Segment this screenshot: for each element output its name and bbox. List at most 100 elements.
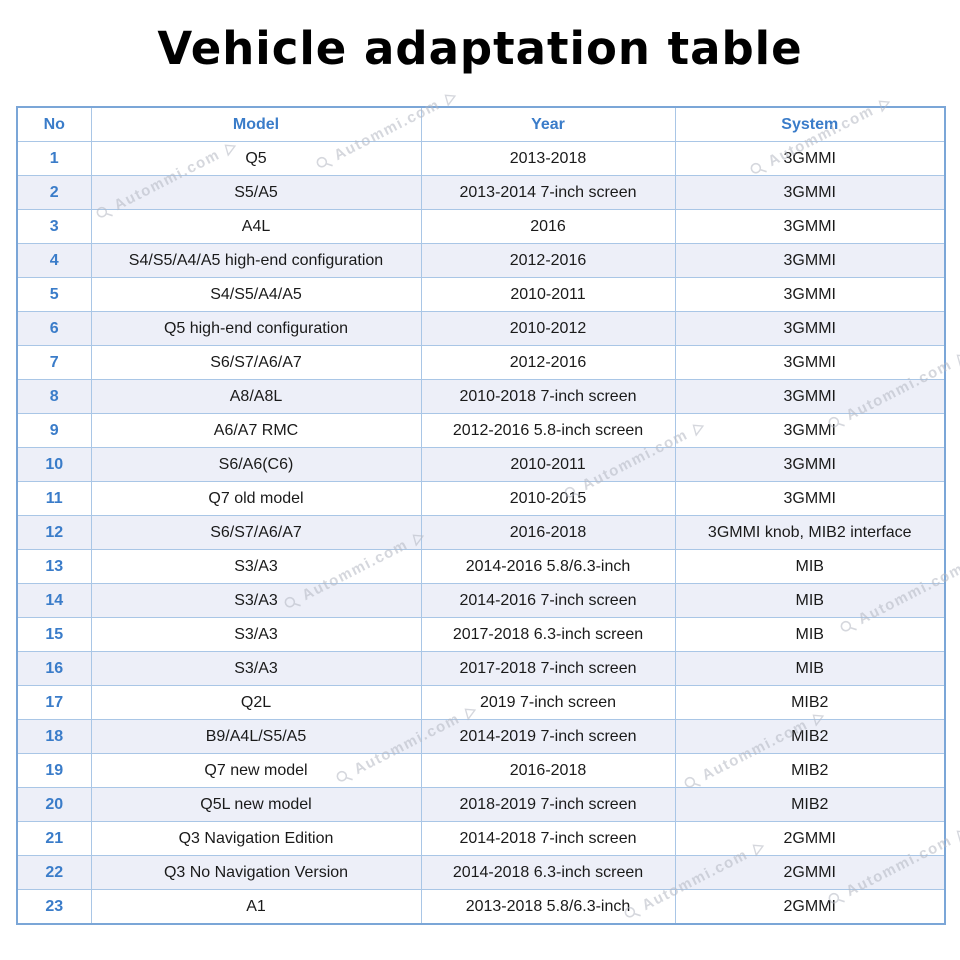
cell-year: 2013-2014 7-inch screen bbox=[420, 175, 676, 210]
cell-year: 2014-2016 7-inch screen bbox=[420, 583, 676, 618]
table-row: 6 Q5 high-end configuration 2010-2012 3GMMI bbox=[16, 311, 946, 346]
cell-year: 2016-2018 bbox=[420, 753, 676, 788]
cell-model: A1 bbox=[90, 889, 422, 925]
table-row: 11 Q7 old model 2010-2015 3GMMI bbox=[16, 481, 946, 516]
cell-no: 15 bbox=[16, 617, 92, 652]
cell-no: 13 bbox=[16, 549, 92, 584]
cell-system: MIB2 bbox=[674, 787, 946, 822]
cell-no: 5 bbox=[16, 277, 92, 312]
cell-year: 2019 7-inch screen bbox=[420, 685, 676, 720]
cell-year: 2012-2016 bbox=[420, 243, 676, 278]
table-row: 20 Q5L new model 2018-2019 7-inch screen MI… bbox=[16, 787, 946, 822]
cell-year: 2010-2011 bbox=[420, 277, 676, 312]
table-row: 23 A1 2013-2018 5.8/6.3-inch 2GMMI bbox=[16, 889, 946, 925]
cell-no: 17 bbox=[16, 685, 92, 720]
cell-model: S4/S5/A4/A5 bbox=[90, 277, 422, 312]
cell-no: 10 bbox=[16, 447, 92, 482]
page-title: Vehicle adaptation table bbox=[157, 22, 803, 75]
cell-model: Q3 No Navigation Version bbox=[90, 855, 422, 890]
cell-system: 2GMMI bbox=[674, 855, 946, 890]
cell-no: 18 bbox=[16, 719, 92, 754]
cell-year: 2017-2018 6.3-inch screen bbox=[420, 617, 676, 652]
cell-year: 2013-2018 5.8/6.3-inch bbox=[420, 889, 676, 925]
cell-system: 3GMMI bbox=[674, 209, 946, 244]
cell-system: 3GMMI bbox=[674, 379, 946, 414]
cell-system: MIB bbox=[674, 583, 946, 618]
cell-year: 2014-2018 7-inch screen bbox=[420, 821, 676, 856]
cell-model: S4/S5/A4/A5 high-end configuration bbox=[90, 243, 422, 278]
cell-model: Q5 bbox=[90, 141, 422, 176]
column-header-year: Year bbox=[420, 106, 676, 142]
table-row: 10 S6/A6(C6) 2010-2011 3GMMI bbox=[16, 447, 946, 482]
cell-year: 2014-2016 5.8/6.3-inch bbox=[420, 549, 676, 584]
table-row: 12 S6/S7/A6/A7 2016-2018 3GMMI knob, MIB2 i… bbox=[16, 515, 946, 550]
cell-no: 14 bbox=[16, 583, 92, 618]
table-row: 21 Q3 Navigation Edition 2014-2018 7-inch … bbox=[16, 821, 946, 856]
cell-system: MIB2 bbox=[674, 753, 946, 788]
cell-no: 19 bbox=[16, 753, 92, 788]
cell-model: S6/S7/A6/A7 bbox=[90, 515, 422, 550]
cell-model: B9/A4L/S5/A5 bbox=[90, 719, 422, 754]
cell-year: 2013-2018 bbox=[420, 141, 676, 176]
table-row: 13 S3/A3 2014-2016 5.8/6.3-inch MIB bbox=[16, 549, 946, 584]
cell-year: 2014-2018 6.3-inch screen bbox=[420, 855, 676, 890]
cell-model: S3/A3 bbox=[90, 617, 422, 652]
table-row: 15 S3/A3 2017-2018 6.3-inch screen MIB bbox=[16, 617, 946, 652]
table-row: 4 S4/S5/A4/A5 high-end configuration 2012-… bbox=[16, 243, 946, 278]
cell-no: 1 bbox=[16, 141, 92, 176]
cell-year: 2010-2015 bbox=[420, 481, 676, 516]
cell-system: 3GMMI bbox=[674, 447, 946, 482]
cell-system: 2GMMI bbox=[674, 889, 946, 925]
cell-model: Q7 old model bbox=[90, 481, 422, 516]
cell-no: 8 bbox=[16, 379, 92, 414]
cell-model: Q2L bbox=[90, 685, 422, 720]
table-row: 3 A4L 2016 3GMMI bbox=[16, 209, 946, 244]
column-header-system: System bbox=[674, 106, 946, 142]
cell-no: 2 bbox=[16, 175, 92, 210]
vehicle-adaptation-table: No Model Year System 1 Q5 2013-2018 3GMMI 2 S5/A… bbox=[16, 106, 946, 925]
table-row: 1 Q5 2013-2018 3GMMI bbox=[16, 141, 946, 176]
cell-year: 2018-2019 7-inch screen bbox=[420, 787, 676, 822]
cell-system: 3GMMI bbox=[674, 345, 946, 380]
cell-model: Q5L new model bbox=[90, 787, 422, 822]
column-header-no: No bbox=[16, 106, 92, 142]
table-row: 17 Q2L 2019 7-inch screen MIB2 bbox=[16, 685, 946, 720]
table-row: 9 A6/A7 RMC 2012-2016 5.8-inch screen 3GMMI bbox=[16, 413, 946, 448]
table-row: 5 S4/S5/A4/A5 2010-2011 3GMMI bbox=[16, 277, 946, 312]
cell-system: 3GMMI bbox=[674, 175, 946, 210]
cell-no: 23 bbox=[16, 889, 92, 925]
table-body: 1 Q5 2013-2018 3GMMI 2 S5/A5 2013-2014 7-inch … bbox=[16, 141, 946, 925]
header-row: No Model Year System bbox=[16, 106, 946, 142]
cell-year: 2016-2018 bbox=[420, 515, 676, 550]
table-row: 2 S5/A5 2013-2014 7-inch screen 3GMMI bbox=[16, 175, 946, 210]
cell-system: 3GMMI bbox=[674, 413, 946, 448]
cell-year: 2016 bbox=[420, 209, 676, 244]
cell-no: 6 bbox=[16, 311, 92, 346]
cell-model: A4L bbox=[90, 209, 422, 244]
cell-system: 3GMMI bbox=[674, 481, 946, 516]
cell-model: S3/A3 bbox=[90, 583, 422, 618]
cell-system: MIB2 bbox=[674, 719, 946, 754]
cell-year: 2014-2019 7-inch screen bbox=[420, 719, 676, 754]
cell-no: 16 bbox=[16, 651, 92, 686]
cell-no: 22 bbox=[16, 855, 92, 890]
cell-year: 2010-2012 bbox=[420, 311, 676, 346]
table-row: 14 S3/A3 2014-2016 7-inch screen MIB bbox=[16, 583, 946, 618]
table-row: 16 S3/A3 2017-2018 7-inch screen MIB bbox=[16, 651, 946, 686]
table-row: 18 B9/A4L/S5/A5 2014-2019 7-inch screen MIB… bbox=[16, 719, 946, 754]
cell-system: MIB bbox=[674, 651, 946, 686]
column-header-model: Model bbox=[90, 106, 422, 142]
cursor-arrow-icon bbox=[952, 825, 960, 844]
cell-no: 20 bbox=[16, 787, 92, 822]
cell-model: Q7 new model bbox=[90, 753, 422, 788]
cell-model: Q5 high-end configuration bbox=[90, 311, 422, 346]
table-row: 7 S6/S7/A6/A7 2012-2016 3GMMI bbox=[16, 345, 946, 380]
cell-no: 21 bbox=[16, 821, 92, 856]
table-row: 19 Q7 new model 2016-2018 MIB2 bbox=[16, 753, 946, 788]
cell-no: 9 bbox=[16, 413, 92, 448]
cell-system: MIB2 bbox=[674, 685, 946, 720]
cell-year: 2010-2018 7-inch screen bbox=[420, 379, 676, 414]
cell-system: 3GMMI knob, MIB2 interface bbox=[674, 515, 946, 550]
cell-no: 11 bbox=[16, 481, 92, 516]
cell-system: 3GMMI bbox=[674, 141, 946, 176]
